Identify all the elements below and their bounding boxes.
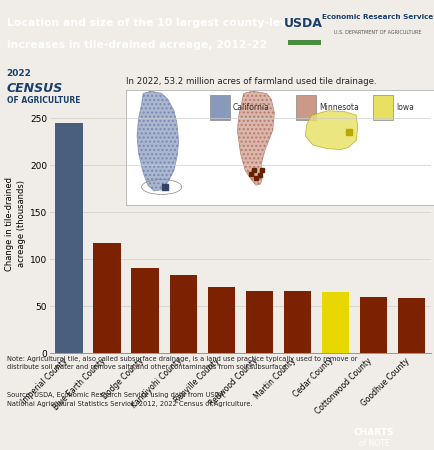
Bar [283, 291, 310, 353]
Text: USDA: USDA [283, 17, 322, 30]
Y-axis label: Change in tile-drained
acreage (thousands): Change in tile-drained acreage (thousand… [5, 177, 26, 271]
Bar [209, 94, 229, 120]
Text: CENSUS: CENSUS [7, 82, 62, 95]
Text: Location and size of the 10 largest county-level: Location and size of the 10 largest coun… [7, 18, 298, 27]
Bar [55, 123, 82, 353]
Polygon shape [237, 91, 274, 185]
Bar [245, 291, 273, 353]
Bar [169, 275, 197, 353]
Text: Iowa: Iowa [395, 103, 413, 112]
Bar [296, 94, 316, 120]
Text: California: California [232, 103, 269, 112]
Text: of NOTE: of NOTE [358, 439, 388, 448]
Text: In 2022, 53.2 million acres of farmland used tile drainage.: In 2022, 53.2 million acres of farmland … [126, 76, 376, 86]
Polygon shape [137, 91, 178, 191]
Text: CHARTS: CHARTS [353, 428, 394, 436]
Bar [131, 268, 158, 353]
Text: Note: Agricultural tile, also called subsurface drainage, is a land use practice: Note: Agricultural tile, also called sub… [7, 356, 356, 370]
Bar [287, 40, 320, 45]
Text: Source: USDA, Economic Research Service using data from USDA,
National Agricultu: Source: USDA, Economic Research Service … [7, 392, 251, 406]
Bar [359, 297, 386, 353]
Polygon shape [305, 111, 357, 150]
Text: U.S. DEPARTMENT OF AGRICULTURE: U.S. DEPARTMENT OF AGRICULTURE [333, 30, 421, 35]
Text: Economic Research Service: Economic Research Service [322, 14, 433, 20]
Bar [397, 298, 424, 353]
Bar [372, 94, 392, 120]
Bar [93, 243, 121, 353]
Bar [321, 292, 349, 353]
Bar [207, 288, 234, 353]
Text: OF AGRICULTURE: OF AGRICULTURE [7, 96, 80, 105]
Text: 2022: 2022 [7, 69, 31, 78]
Text: Minnesota: Minnesota [319, 103, 358, 112]
Text: increases in tile-drained acreage, 2012–22: increases in tile-drained acreage, 2012–… [7, 40, 267, 50]
